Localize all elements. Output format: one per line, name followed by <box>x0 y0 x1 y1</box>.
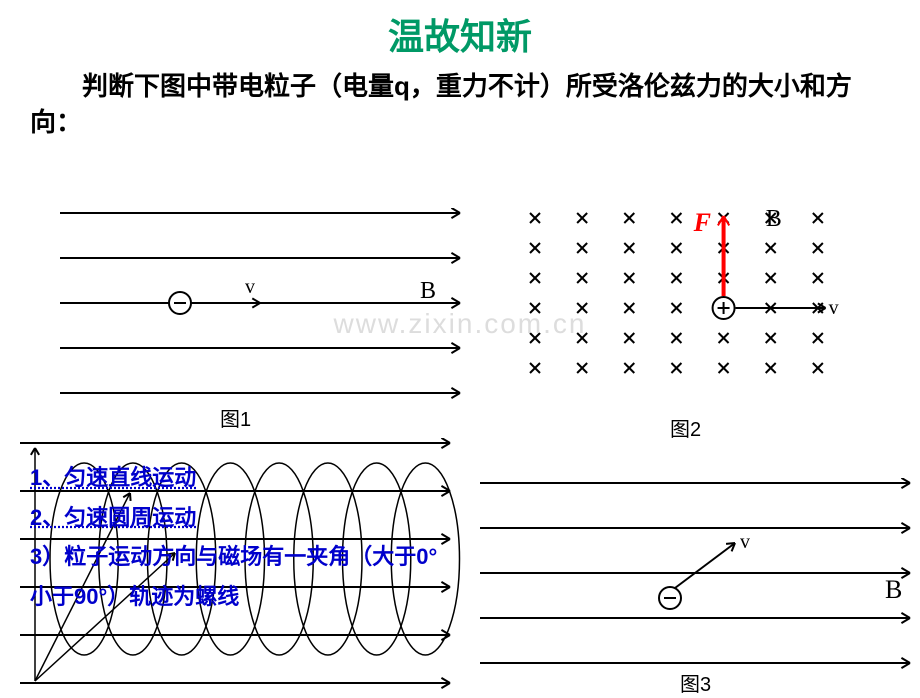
caption-fig3: 图3 <box>680 668 711 697</box>
caption-fig1: 图1 <box>220 403 251 432</box>
question-text: 判断下图中带电粒子（电量q，重力不计）所受洛伦兹力的大小和方向： <box>30 68 890 141</box>
answer-3: 3）粒子运动方向与磁场有一夹角（大于0°小于90°）轨迹为螺线 <box>30 537 440 616</box>
svg-text:v: v <box>740 531 750 553</box>
svg-text:B: B <box>885 575 902 604</box>
caption-fig2: 图2 <box>670 413 701 442</box>
answer-1: 1、匀速直线运动 <box>30 458 440 498</box>
svg-text:F: F <box>693 208 711 237</box>
page-title: 温故知新 <box>0 8 920 60</box>
figure-3-right: Bv <box>480 478 920 678</box>
svg-text:v: v <box>829 297 839 319</box>
svg-text:v: v <box>245 276 255 298</box>
figure-1: Bv <box>60 208 480 408</box>
svg-text:B: B <box>766 206 782 232</box>
figure-2: Bv F <box>520 203 860 403</box>
answers-block: 1、匀速直线运动 2、匀速圆周运动 3）粒子运动方向与磁场有一夹角（大于0°小于… <box>30 458 440 616</box>
svg-text:B: B <box>420 278 436 304</box>
answer-2: 2、匀速圆周运动 <box>30 498 440 538</box>
